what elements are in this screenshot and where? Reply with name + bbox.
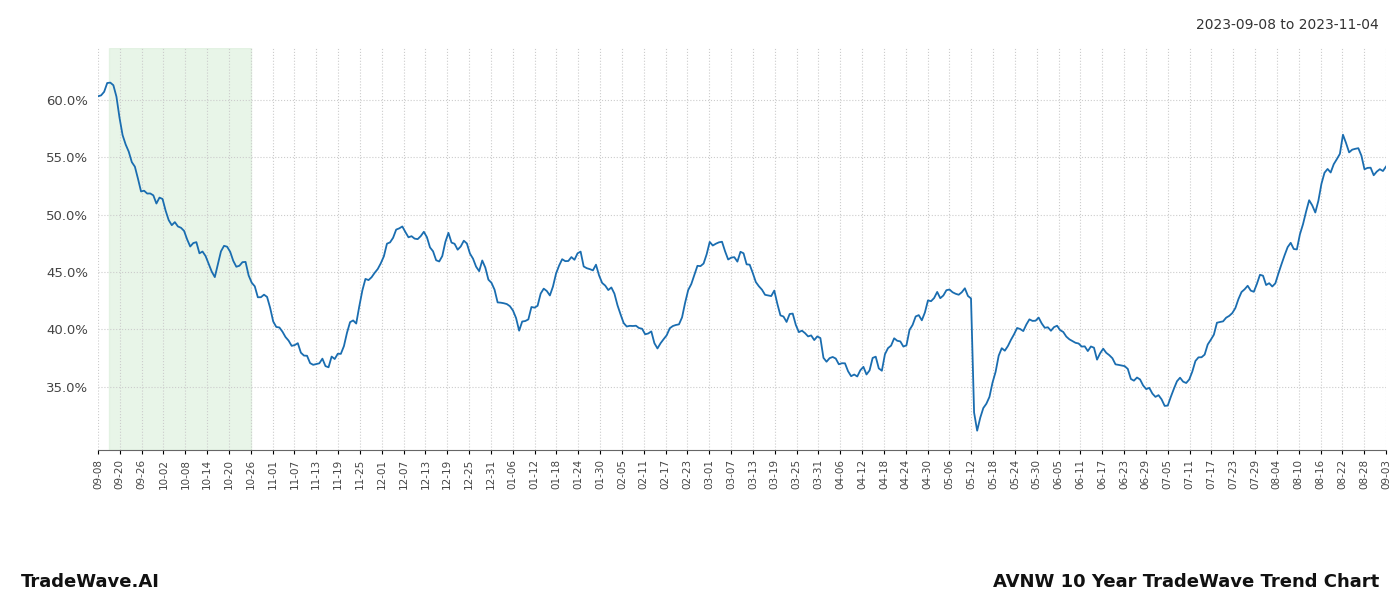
Bar (109, 48, 251, 450)
Text: 2023-09-08 to 2023-11-04: 2023-09-08 to 2023-11-04 (1196, 18, 1379, 32)
Text: AVNW 10 Year TradeWave Trend Chart: AVNW 10 Year TradeWave Trend Chart (993, 573, 1379, 591)
Text: TradeWave.AI: TradeWave.AI (21, 573, 160, 591)
